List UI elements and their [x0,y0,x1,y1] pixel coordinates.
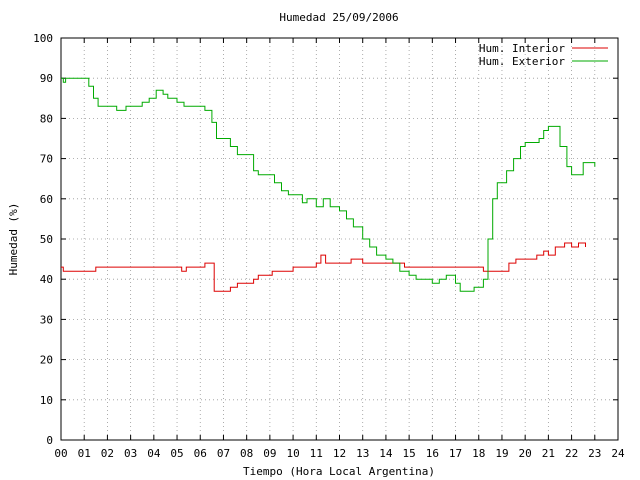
x-tick-label: 10 [286,447,299,460]
y-tick-label: 50 [40,233,53,246]
y-tick-label: 0 [46,434,53,447]
x-tick-label: 20 [519,447,532,460]
y-axis-label: Humedad (%) [7,203,20,276]
y-tick-label: 70 [40,153,53,166]
grid-lines [61,38,618,440]
chart-title: Humedad 25/09/2006 [279,11,398,24]
legend-label: Hum. Interior [479,42,565,55]
x-tick-label: 21 [542,447,555,460]
y-tick-label: 20 [40,354,53,367]
x-tick-label: 09 [263,447,276,460]
x-tick-label: 02 [101,447,114,460]
axis-ticks: 00 01 02 03 04 05 06 07 08 09 10 11 12 13 14 15 16 17 18 19… [33,32,625,460]
y-tick-label: 90 [40,72,53,85]
y-tick-label: 30 [40,313,53,326]
legend-label: Hum. Exterior [479,55,565,68]
y-tick-label: 100 [33,32,53,45]
x-tick-label: 17 [449,447,462,460]
x-tick-label: 14 [379,447,393,460]
x-tick-label: 24 [611,447,625,460]
data-series [61,77,596,292]
x-tick-label: 03 [124,447,137,460]
x-tick-label: 23 [588,447,601,460]
x-tick-label: 16 [426,447,439,460]
x-tick-label: 00 [54,447,67,460]
x-axis-label: Tiempo (Hora Local Argentina) [243,465,435,478]
x-tick-label: 19 [495,447,508,460]
x-tick-label: 12 [333,447,346,460]
x-tick-label: 07 [217,447,230,460]
x-tick-label: 18 [472,447,485,460]
series-line-interior [61,242,586,292]
x-tick-label: 04 [147,447,161,460]
y-tick-label: 60 [40,193,53,206]
x-tick-label: 06 [194,447,207,460]
x-tick-label: 05 [170,447,183,460]
y-tick-label: 80 [40,112,53,125]
y-tick-label: 40 [40,273,53,286]
x-tick-label: 11 [310,447,323,460]
x-tick-label: 15 [403,447,416,460]
x-tick-label: 01 [78,447,91,460]
x-tick-label: 22 [565,447,578,460]
x-tick-label: 08 [240,447,253,460]
y-tick-label: 10 [40,394,53,407]
series-line-exterior [61,77,596,292]
x-tick-label: 13 [356,447,369,460]
